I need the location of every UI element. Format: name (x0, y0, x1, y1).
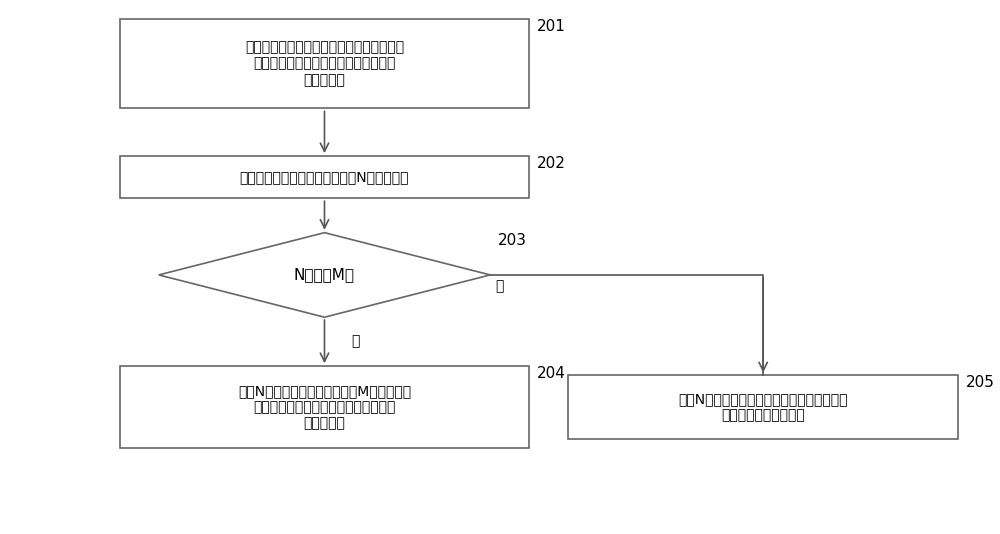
Text: 202: 202 (537, 156, 566, 171)
Text: 203: 203 (498, 233, 527, 248)
Text: 确定N个检测时长内的排放浓度对目标检测时
长内贡献的污染物浓度: 确定N个检测时长内的排放浓度对目标检测时 长内贡献的污染物浓度 (678, 392, 848, 422)
FancyBboxPatch shape (120, 19, 529, 108)
Text: 205: 205 (966, 375, 995, 390)
Text: 按照预设步长将计时时长划分为N个检测时长: 按照预设步长将计时时长划分为N个检测时长 (240, 170, 409, 184)
Text: 201: 201 (537, 19, 566, 34)
Text: 确定N个检测时长内的连续的后M个检测时长
内的排放浓度对目标检测时长内贡献的
污染物浓度: 确定N个检测时长内的连续的后M个检测时长 内的排放浓度对目标检测时长内贡献的 污… (238, 384, 411, 430)
Text: N是否比M大: N是否比M大 (294, 268, 355, 282)
Text: 获取污染物在计时时长内的不同时间的排放
浓度，计时时长为计时起始时刻至目标
时刻的时间: 获取污染物在计时时长内的不同时间的排放 浓度，计时时长为计时起始时刻至目标 时刻… (245, 41, 404, 87)
FancyBboxPatch shape (568, 375, 958, 439)
FancyBboxPatch shape (120, 156, 529, 198)
Text: 204: 204 (537, 366, 566, 381)
Text: 是: 是 (352, 335, 360, 349)
FancyBboxPatch shape (120, 366, 529, 448)
Text: 否: 否 (495, 280, 503, 294)
Polygon shape (159, 233, 490, 317)
